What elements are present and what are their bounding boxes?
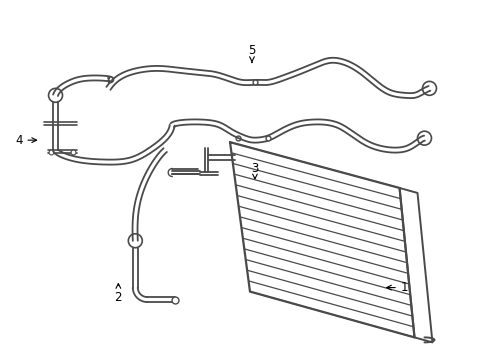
Text: 2: 2 [114, 284, 122, 304]
Text: 4: 4 [15, 134, 37, 147]
Text: 5: 5 [248, 44, 255, 63]
Text: 3: 3 [251, 162, 258, 179]
Text: 1: 1 [386, 281, 407, 294]
